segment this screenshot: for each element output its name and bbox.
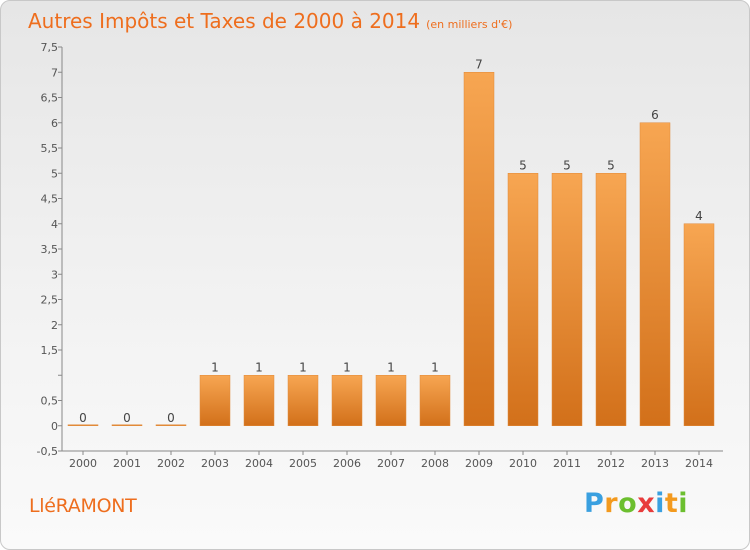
bar-value-label: 0 <box>123 411 131 425</box>
bars <box>67 72 715 426</box>
y-tick-label: 0 <box>51 420 58 433</box>
logo-letter: P <box>584 488 605 519</box>
bar-value-label: 1 <box>343 360 351 374</box>
y-tick-label: 4,5 <box>41 193 59 206</box>
bar <box>111 424 143 426</box>
logo-letter: i <box>655 488 665 519</box>
y-tick-label: 5,5 <box>41 142 59 155</box>
bar <box>331 375 363 426</box>
x-tick-label: 2004 <box>245 457 273 470</box>
data-labels: 0 0 0 1 1 1 1 1 1 7 5 5 5 6 4 <box>79 57 703 425</box>
x-tick-label: 2011 <box>553 457 581 470</box>
y-tick-label: -0,5 <box>37 445 58 458</box>
bar-value-label: 1 <box>431 360 439 374</box>
bar-value-label: 0 <box>79 411 87 425</box>
bar-value-label: 5 <box>563 158 571 172</box>
y-tick-label: 6 <box>51 117 58 130</box>
bar-value-label: 0 <box>167 411 175 425</box>
proxiti-logo[interactable]: Proxiti <box>584 488 688 519</box>
x-tick-label: 2010 <box>509 457 537 470</box>
bar <box>419 375 451 426</box>
x-tick-label: 2008 <box>421 457 449 470</box>
x-tick-label: 2007 <box>377 457 405 470</box>
bar <box>683 223 715 426</box>
x-tick-label: 2006 <box>333 457 361 470</box>
logo-letter: t <box>664 488 679 519</box>
logo-letter: o <box>618 488 638 519</box>
bar-value-label: 4 <box>695 209 703 223</box>
bar <box>287 375 319 426</box>
bar-value-label: 1 <box>255 360 263 374</box>
x-tick-label: 2002 <box>157 457 185 470</box>
bar-value-label: 1 <box>299 360 307 374</box>
bar-value-label: 1 <box>387 360 395 374</box>
bar <box>463 72 495 426</box>
commune-name: LléRAMONT <box>29 495 137 517</box>
bar-value-label: 7 <box>475 57 483 71</box>
bar-value-label: 5 <box>519 158 527 172</box>
x-tick-label: 2000 <box>69 457 97 470</box>
chart-title-unit: (en milliers d'€) <box>426 18 513 31</box>
logo-letter: r <box>604 488 619 519</box>
bar <box>595 173 627 426</box>
y-tick-label: 7 <box>51 66 58 79</box>
bar-value-label: 6 <box>651 108 659 122</box>
y-tick-label: 5 <box>51 167 58 180</box>
y-tick-label: 6,5 <box>41 92 59 105</box>
bar <box>639 122 671 426</box>
y-tick-label: 7,5 <box>41 41 59 54</box>
chart-title: Autres Impôts et Taxes de 2000 à 2014 (en… <box>28 9 512 33</box>
bar <box>243 375 275 426</box>
bar <box>67 424 99 426</box>
x-tick-label: 2003 <box>201 457 229 470</box>
bar <box>375 375 407 426</box>
logo-letter: x <box>637 488 656 519</box>
x-tick-label: 2009 <box>465 457 493 470</box>
y-tick-label: 0,5 <box>41 395 59 408</box>
bar <box>507 173 539 426</box>
axes: -0,5 0 0,5 1,5 2 2,5 3 3,5 4 4,5 5 5,5 6 6,5 7 7,5 2000 2… <box>37 41 723 470</box>
x-tick-label: 2005 <box>289 457 317 470</box>
bar-value-label: 1 <box>211 360 219 374</box>
y-tick-label: 3 <box>51 268 58 281</box>
chart-title-main: Autres Impôts et Taxes de 2000 à 2014 <box>28 9 421 33</box>
y-tick-label: 1,5 <box>41 344 59 357</box>
bar <box>155 424 187 426</box>
y-tick-label: 2,5 <box>41 294 59 307</box>
bar-value-label: 5 <box>607 158 615 172</box>
x-tick-label: 2013 <box>641 457 669 470</box>
bar <box>551 173 583 426</box>
x-tick-label: 2014 <box>685 457 713 470</box>
x-tick-label: 2001 <box>113 457 141 470</box>
y-tick-label: 4 <box>51 218 58 231</box>
x-tick-label: 2012 <box>597 457 625 470</box>
bar <box>199 375 231 426</box>
logo-letter: i <box>678 488 689 519</box>
y-tick-label: 3,5 <box>41 243 59 256</box>
y-tick-label: 2 <box>51 319 58 332</box>
